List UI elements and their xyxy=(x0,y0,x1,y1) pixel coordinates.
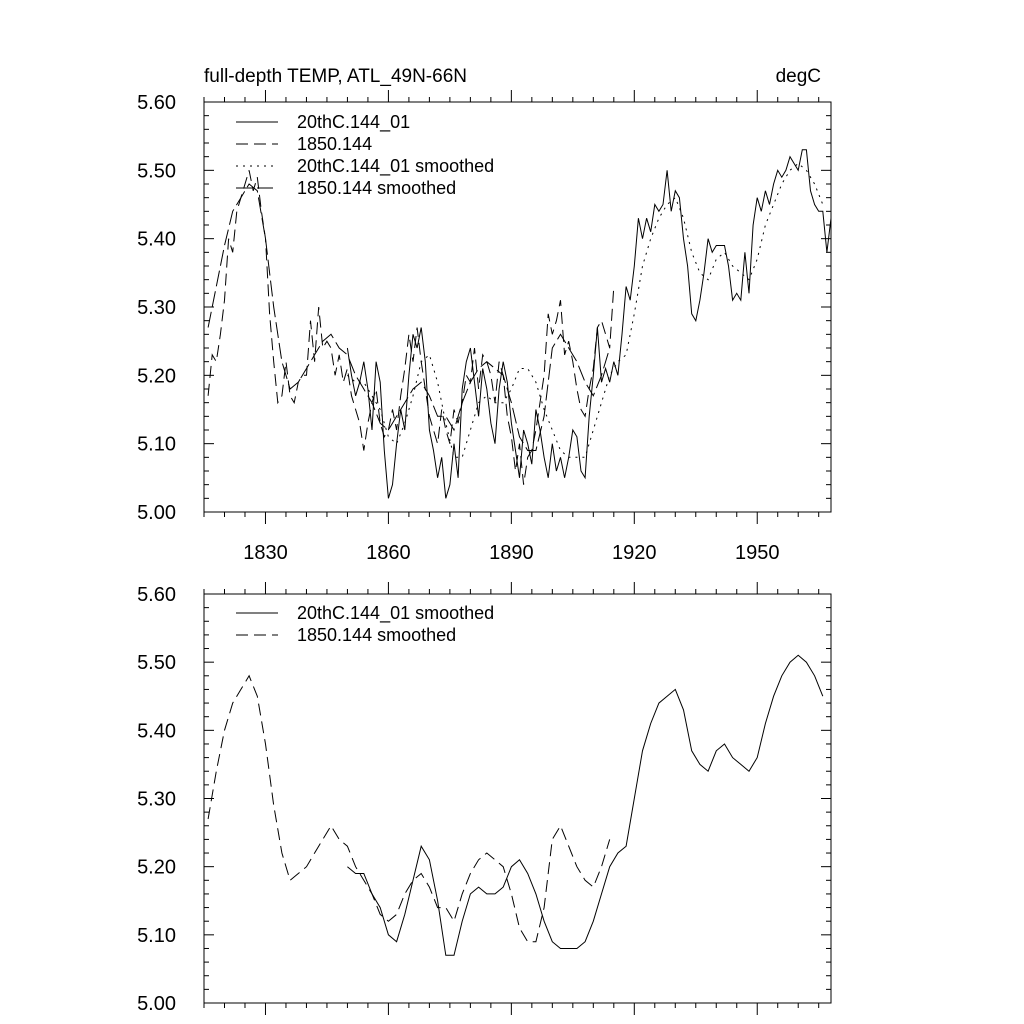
y-tick-label: 5.30 xyxy=(137,297,176,319)
y-tick-label: 5.50 xyxy=(137,652,176,674)
y-tick-label: 5.10 xyxy=(137,434,176,456)
y-tick-label: 5.00 xyxy=(137,993,176,1015)
series-line-20thC-144-01-smoothed xyxy=(347,654,824,956)
top-panel: 5.00 5.10 5.20 5.30 5.40 5.50 5.60 1830 1860 1890… xyxy=(137,66,832,564)
y-tick-label: 5.40 xyxy=(137,720,176,742)
x-tick-label: 1890 xyxy=(489,542,534,564)
series-line-1850-144-smoothed xyxy=(207,674,611,943)
y-tick-label: 5.50 xyxy=(137,160,176,182)
x-tick-label: 1920 xyxy=(612,542,657,564)
series-line-20thC-144-01-smoothed xyxy=(347,162,824,458)
series-line-1850-144 xyxy=(207,170,615,485)
legend-label: 20thC.144_01 smoothed xyxy=(297,603,494,624)
y-tick-label: 5.10 xyxy=(137,925,176,947)
legend-label: 20thC.144_01 xyxy=(297,112,410,133)
y-tick-label: 5.60 xyxy=(137,584,176,606)
y-tick-label: 5.30 xyxy=(137,789,176,811)
y-tick-label: 5.20 xyxy=(137,857,176,879)
y-tick-label: 5.20 xyxy=(137,365,176,387)
units-label: degC xyxy=(776,66,821,87)
y-tick-label: 5.40 xyxy=(137,229,176,251)
series-line-1850-144-smoothed xyxy=(207,183,611,451)
series-line-20thC-144-01 xyxy=(346,149,832,499)
legend-label: 1850.144 smoothed xyxy=(297,625,456,645)
legend-label: 20thC.144_01 smoothed xyxy=(297,156,494,177)
y-tick-label: 5.00 xyxy=(137,502,176,524)
x-tick-label: 1830 xyxy=(243,542,288,564)
x-tick-label: 1860 xyxy=(366,542,411,564)
y-tick-label: 5.60 xyxy=(137,92,176,114)
chart-title: full-depth TEMP, ATL_49N-66N xyxy=(204,66,467,87)
x-tick-label: 1950 xyxy=(735,542,780,564)
legend-label: 1850.144 xyxy=(297,134,372,154)
legend-label: 1850.144 smoothed xyxy=(297,178,456,198)
plot-frame xyxy=(203,593,832,1004)
bottom-panel: 5.00 5.10 5.20 5.30 5.40 5.50 5.60 20thC.144_01… xyxy=(137,582,832,1015)
